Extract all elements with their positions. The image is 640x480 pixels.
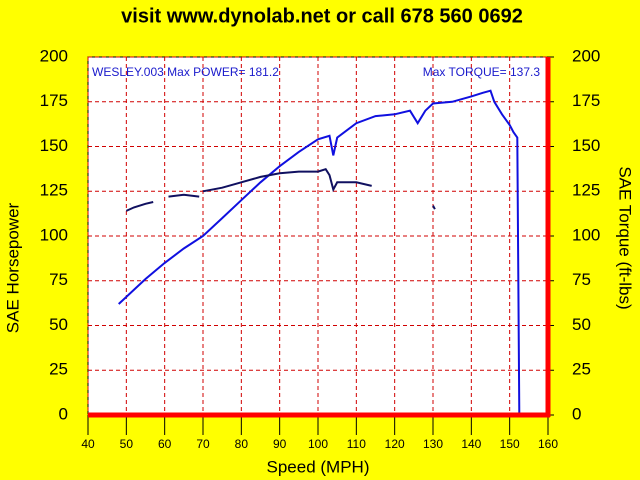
annotation: WESLEY.003 Max POWER= 181.2 <box>92 65 279 79</box>
y-axis-title: SAE Horsepower <box>3 202 22 333</box>
y2-tick-label: 25 <box>572 360 591 379</box>
y2-tick-label: 50 <box>572 315 591 334</box>
x-tick-label: 60 <box>158 437 172 451</box>
x-tick-label: 40 <box>81 437 95 451</box>
series-line <box>125 168 436 212</box>
y2-tick-label: 200 <box>572 46 600 65</box>
y2-tick-label: 150 <box>572 136 600 155</box>
x-tick-label: 50 <box>120 437 134 451</box>
x-tick-label: 160 <box>538 437 558 451</box>
y-tick-label: 125 <box>40 181 68 200</box>
y-tick-label: 50 <box>49 315 68 334</box>
y2-axis-title: SAE Torque (ft-lbs) <box>616 166 635 309</box>
series-line <box>118 89 521 416</box>
x-tick-label: 150 <box>500 437 520 451</box>
y-tick-label: 150 <box>40 136 68 155</box>
x-tick-label: 70 <box>196 437 210 451</box>
y-tick-label: 0 <box>59 404 68 423</box>
x-tick-label: 90 <box>273 437 287 451</box>
y-tick-label: 200 <box>40 46 68 65</box>
x-tick-label: 80 <box>235 437 249 451</box>
y-tick-label: 175 <box>40 91 68 110</box>
y-tick-label: 75 <box>49 270 68 289</box>
y-tick-label: 25 <box>49 360 68 379</box>
y2-tick-label: 0 <box>572 404 581 423</box>
x-tick-label: 100 <box>308 437 328 451</box>
y2-tick-label: 100 <box>572 225 600 244</box>
x-tick-label: 120 <box>385 437 405 451</box>
x-axis-title: Speed (MPH) <box>267 457 370 476</box>
x-tick-label: 140 <box>461 437 481 451</box>
y2-tick-label: 125 <box>572 181 600 200</box>
y2-tick-label: 75 <box>572 270 591 289</box>
chart-title: visit www.dynolab.net or call 678 560 06… <box>121 5 523 27</box>
x-tick-label: 130 <box>423 437 443 451</box>
y-tick-label: 100 <box>40 225 68 244</box>
x-tick-label: 110 <box>347 437 366 451</box>
annotation: Max TORQUE= 137.3 <box>423 65 541 79</box>
y2-tick-label: 175 <box>572 91 600 110</box>
